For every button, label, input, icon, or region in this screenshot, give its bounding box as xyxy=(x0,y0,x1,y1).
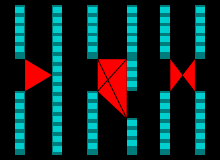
Bar xyxy=(53,116,62,122)
Bar xyxy=(15,7,24,13)
Bar xyxy=(160,5,170,59)
Bar xyxy=(127,5,137,59)
Bar xyxy=(196,16,205,23)
Bar xyxy=(53,76,62,82)
Bar xyxy=(195,5,205,59)
Bar xyxy=(160,113,170,119)
Bar xyxy=(15,36,24,42)
Bar xyxy=(160,16,170,23)
Bar xyxy=(87,91,98,155)
Bar xyxy=(160,133,170,139)
Bar xyxy=(127,7,137,13)
Bar xyxy=(15,103,24,109)
Bar xyxy=(15,133,24,139)
Bar xyxy=(53,36,62,42)
Bar xyxy=(127,59,137,91)
Polygon shape xyxy=(98,59,127,118)
Bar xyxy=(15,143,24,149)
Bar xyxy=(88,123,97,129)
Bar xyxy=(160,103,170,109)
Bar xyxy=(127,120,137,126)
Bar xyxy=(196,46,205,52)
Bar xyxy=(53,26,62,32)
Bar xyxy=(88,113,97,119)
Bar xyxy=(53,126,62,132)
Bar xyxy=(88,133,97,139)
Bar xyxy=(127,71,137,77)
Bar xyxy=(127,140,137,146)
Bar xyxy=(53,46,62,52)
Bar xyxy=(160,7,170,13)
Bar xyxy=(160,91,170,155)
Bar xyxy=(196,133,205,139)
Bar xyxy=(88,46,97,52)
Bar xyxy=(15,16,24,23)
Bar xyxy=(160,123,170,129)
Bar xyxy=(53,7,62,13)
Bar xyxy=(88,143,97,149)
Bar xyxy=(88,103,97,109)
Bar xyxy=(53,96,62,102)
Bar xyxy=(127,26,137,32)
Bar xyxy=(196,113,205,119)
Bar xyxy=(15,5,25,59)
Bar xyxy=(88,16,97,23)
Bar xyxy=(196,26,205,32)
Bar xyxy=(53,145,62,152)
Bar xyxy=(127,16,137,23)
Bar xyxy=(53,16,62,23)
Bar xyxy=(160,143,170,149)
Bar xyxy=(53,106,62,112)
Polygon shape xyxy=(25,59,52,91)
Bar xyxy=(196,103,205,109)
Bar xyxy=(195,91,205,155)
Polygon shape xyxy=(170,59,183,91)
Bar xyxy=(15,113,24,119)
Bar xyxy=(53,56,62,62)
Bar xyxy=(15,93,24,99)
Bar xyxy=(160,93,170,99)
Bar xyxy=(15,46,24,52)
Bar xyxy=(127,61,137,67)
Bar xyxy=(127,130,137,136)
Bar xyxy=(88,36,97,42)
Bar xyxy=(88,7,97,13)
Bar xyxy=(127,46,137,52)
Bar xyxy=(127,81,137,87)
Bar xyxy=(196,36,205,42)
Bar xyxy=(87,5,98,59)
Bar xyxy=(53,66,62,72)
Bar xyxy=(53,86,62,92)
Bar xyxy=(88,26,97,32)
Bar xyxy=(15,123,24,129)
Bar xyxy=(160,36,170,42)
Bar xyxy=(53,136,62,142)
Bar xyxy=(196,123,205,129)
Polygon shape xyxy=(183,59,195,91)
Bar xyxy=(127,118,137,155)
Bar xyxy=(52,5,62,155)
Bar xyxy=(15,91,25,155)
Bar xyxy=(127,36,137,42)
Bar xyxy=(196,7,205,13)
Bar xyxy=(15,26,24,32)
Bar xyxy=(196,143,205,149)
Bar xyxy=(160,26,170,32)
Bar xyxy=(196,93,205,99)
Bar xyxy=(88,93,97,99)
Bar xyxy=(160,46,170,52)
